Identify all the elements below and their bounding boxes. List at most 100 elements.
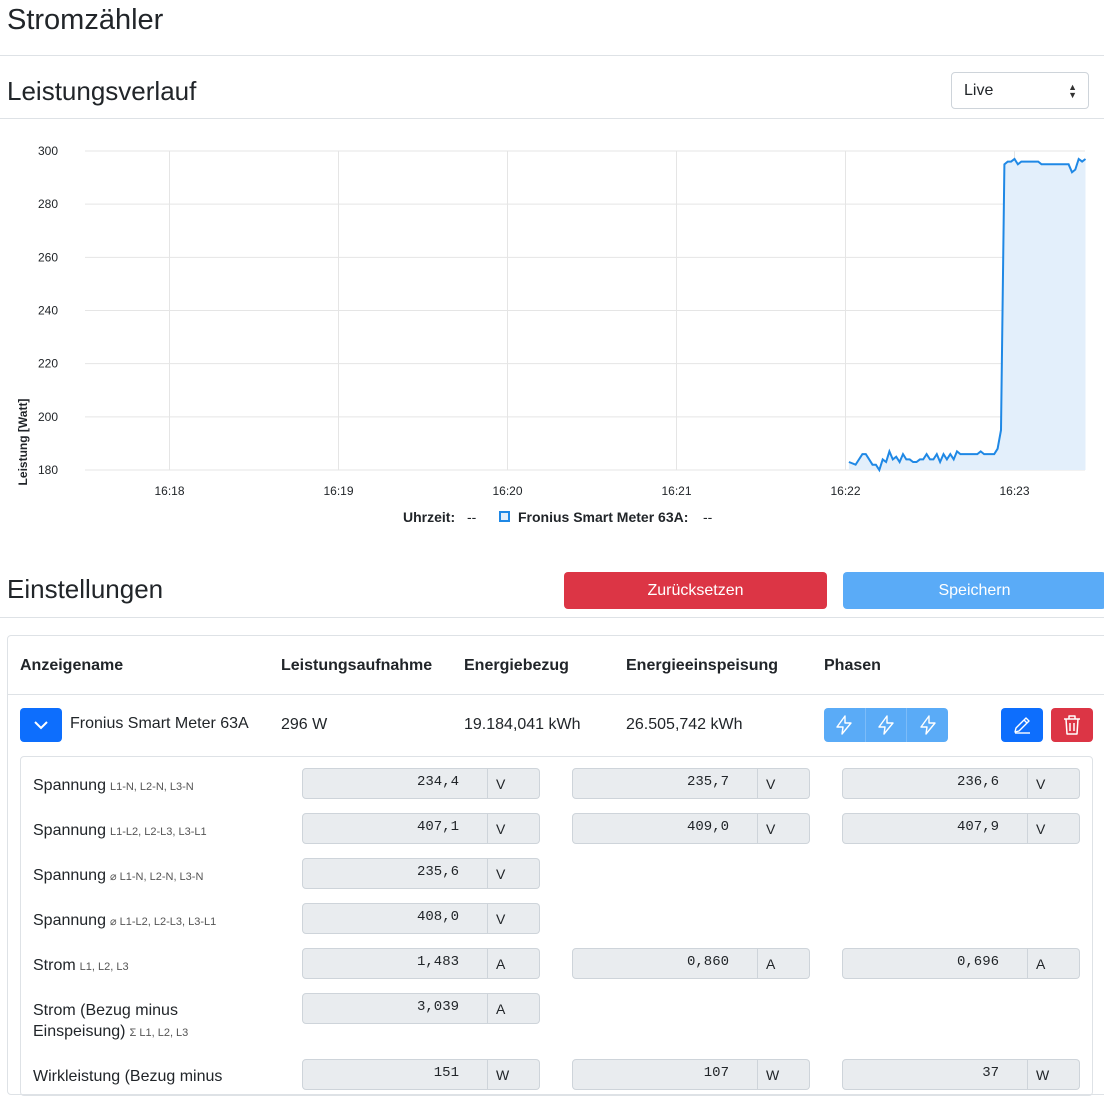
chevron-down-icon [34,721,48,730]
unit-label: A [488,948,540,979]
unit-label: V [1028,768,1080,799]
readonly-value-field: 0,860 A [572,948,810,979]
detail-row-subtitle: L1-L2, L2-L3, L3-L1 [109,826,207,838]
readonly-value-field: 3,039 A [302,993,540,1024]
y-tick-label: 260 [38,250,58,264]
range-select-value: Live [964,82,994,99]
value-text: 407,9 [842,813,1028,844]
unit-label: W [488,1059,540,1090]
readonly-value-field: 37 W [842,1059,1080,1090]
y-tick-label: 240 [38,304,58,318]
value-text: 0,860 [572,948,758,979]
expand-toggle-button[interactable] [20,708,62,742]
value-text: 1,483 [302,948,488,979]
detail-row-title: Strom (Bezug minus [33,1002,178,1019]
updown-caret-icon: ▲ ▼ [1068,82,1077,100]
unit-label: V [1028,813,1080,844]
value-text: 107 [572,1059,758,1090]
detail-row-label: Spannung L1-N, L2-N, L3-N [33,775,194,798]
legend-series-swatch [499,511,510,522]
detail-row-title: Spannung [33,867,106,884]
readonly-value-field: 236,6 V [842,768,1080,799]
value-text: 409,0 [572,813,758,844]
value-text: 407,1 [302,813,488,844]
detail-row-label: Spannung ⌀ L1-N, L2-N, L3-N [33,865,203,888]
divider [0,55,1104,56]
phase-l2-button[interactable] [866,708,908,742]
phase-l1-button[interactable] [824,708,866,742]
readonly-value-field: 0,696 A [842,948,1080,979]
trash-icon [1064,715,1080,735]
pencil-icon [1014,717,1030,734]
value-text: 236,6 [842,768,1028,799]
detail-row-label: Spannung L1-L2, L2-L3, L3-L1 [33,820,207,843]
divider [8,694,1104,695]
detail-row-label: Strom L1, L2, L3 [33,955,129,978]
edit-button[interactable] [1001,708,1043,742]
power-chart[interactable]: 180 200 220 240 260 280 300 16:18 16:19 16:20 16:… [0,130,1104,505]
unit-label: W [758,1059,810,1090]
detail-row-label: Strom (Bezug minus Einspeisung) Σ L1, L2, … [33,1000,188,1044]
readonly-value-field: 407,9 V [842,813,1080,844]
reset-button[interactable]: Zurücksetzen [564,572,827,609]
meter-energy-out: 26.505,742 kWh [626,716,743,733]
unit-label: V [488,903,540,934]
legend-time-value: -- [467,509,477,525]
detail-row-title: Spannung [33,912,106,929]
detail-row-title: Spannung [33,822,106,839]
column-header-power: Leistungsaufnahme [281,657,433,674]
readonly-value-field: 408,0 V [302,903,540,934]
legend-series-value: -- [703,509,713,525]
readonly-value-field: 235,7 V [572,768,810,799]
meter-power: 296 W [281,716,328,733]
readonly-value-field: 1,483 A [302,948,540,979]
detail-row-subtitle: Σ L1, L2, L3 [129,1027,189,1039]
value-text: 151 [302,1059,488,1090]
phase-l3-button[interactable] [907,708,948,742]
unit-label: V [488,858,540,889]
y-axis-label: Leistung [Watt] [16,399,30,486]
detail-row-subtitle: L1, L2, L3 [79,961,129,973]
readonly-value-field: 235,6 V [302,858,540,889]
divider [0,118,1104,119]
column-header-name: Anzeigename [20,657,124,674]
save-button[interactable]: Speichern [843,572,1104,609]
lightning-icon [919,715,936,735]
lightning-icon [836,715,853,735]
meter-energy-in: 19.184,041 kWh [464,716,581,733]
unit-label: A [1028,948,1080,979]
column-header-phases: Phasen [824,657,881,674]
x-tick-label: 16:22 [830,484,860,498]
unit-label: A [488,993,540,1024]
settings-title: Einstellungen [7,574,164,604]
delete-button[interactable] [1051,708,1093,742]
series-area-fill [848,159,1086,470]
phase-buttons [824,708,948,742]
unit-label: V [758,768,810,799]
value-text: 0,696 [842,948,1028,979]
legend-time-label: Uhrzeit: [403,509,456,525]
y-tick-label: 180 [38,463,58,477]
x-tick-label: 16:20 [492,484,522,498]
readonly-value-field: 107 W [572,1059,810,1090]
detail-row-subtitle: ⌀ L1-N, L2-N, L3-N [109,871,204,883]
meter-name: Fronius Smart Meter 63A [70,715,249,732]
y-tick-label: 280 [38,197,58,211]
value-text: 235,7 [572,768,758,799]
detail-row-title: Spannung [33,777,106,794]
x-tick-label: 16:21 [661,484,691,498]
legend-series-label: Fronius Smart Meter 63A: [518,509,689,525]
value-text: 37 [842,1059,1028,1090]
detail-row-title: Strom [33,957,76,974]
range-select[interactable]: Live ▲ ▼ [951,72,1089,109]
value-text: 235,6 [302,858,488,889]
series-line [848,157,1087,473]
chart-section-title: Leistungsverlauf [7,76,197,106]
unit-label: W [1028,1059,1080,1090]
unit-label: A [758,948,810,979]
y-tick-label: 300 [38,144,58,158]
x-tick-label: 16:19 [323,484,353,498]
unit-label: V [758,813,810,844]
column-header-energy-in: Energiebezug [464,657,569,674]
x-tick-label: 16:23 [999,484,1029,498]
